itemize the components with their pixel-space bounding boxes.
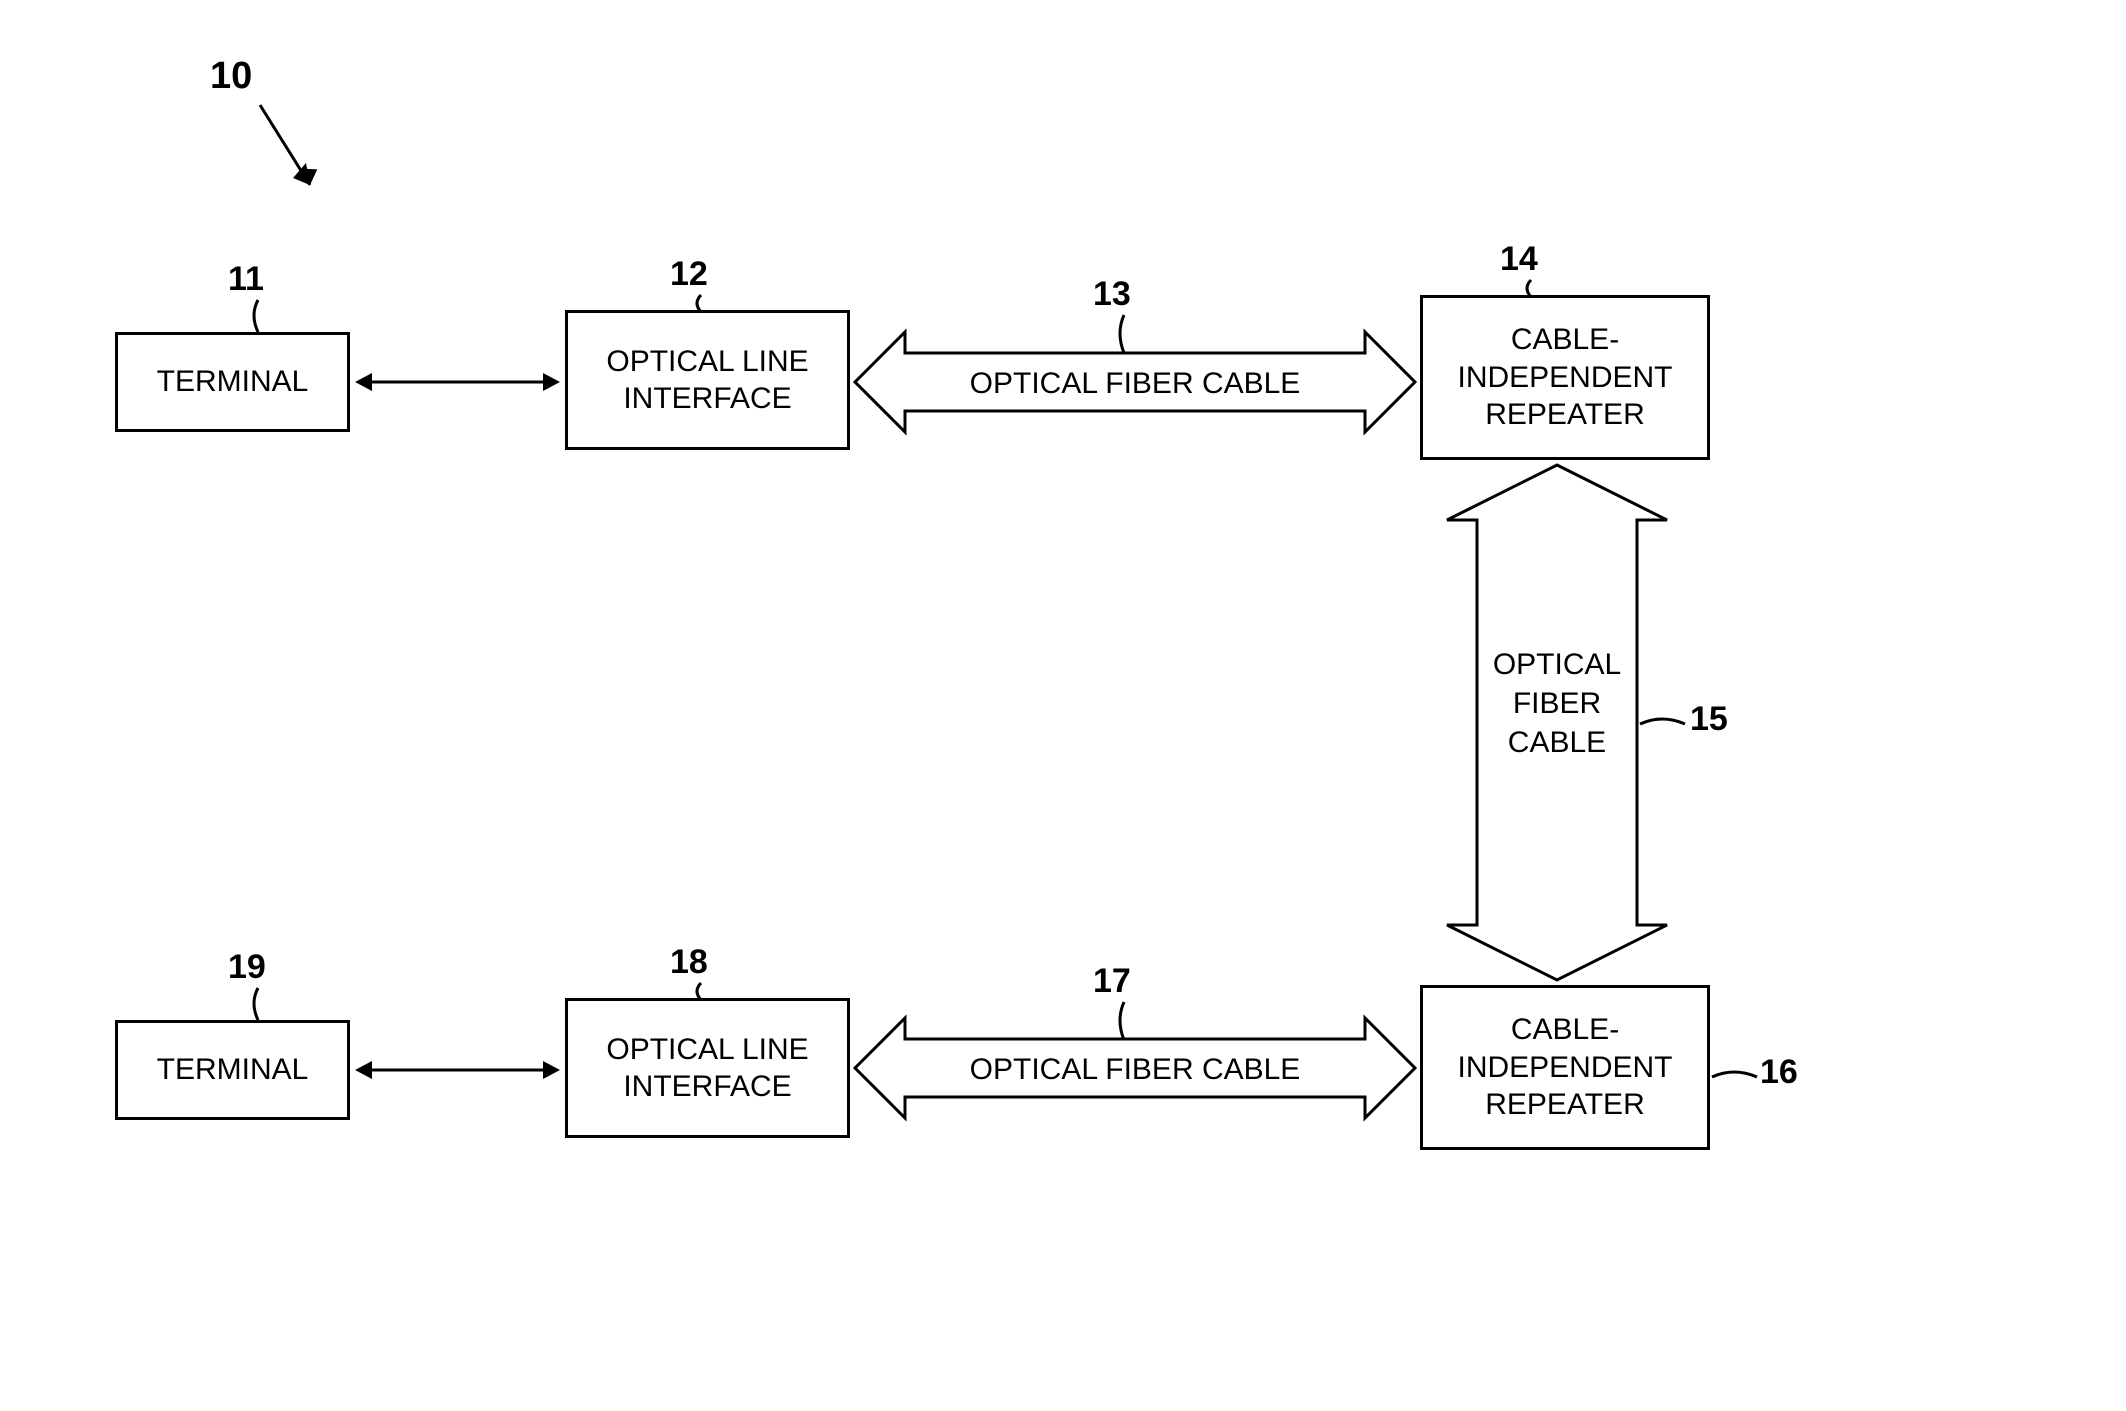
- terminal-top-text: TERMINAL: [157, 363, 309, 401]
- repeater-bot-box: CABLE- INDEPENDENT REPEATER: [1420, 985, 1710, 1150]
- label-16: 16: [1760, 1053, 1798, 1092]
- terminal-top-box: TERMINAL: [115, 332, 350, 432]
- oli-bot-box: OPTICAL LINE INTERFACE: [565, 998, 850, 1138]
- label-13: 13: [1093, 275, 1131, 314]
- block-arrow-top-text: OPTICAL FIBER CABLE: [970, 367, 1301, 400]
- label-17: 17: [1093, 962, 1131, 1001]
- repeater-top-text: CABLE- INDEPENDENT REPEATER: [1457, 321, 1672, 434]
- repeater-bot-text: CABLE- INDEPENDENT REPEATER: [1457, 1011, 1672, 1124]
- simple-arrow-top: [350, 362, 565, 402]
- leader-16: [1712, 1069, 1760, 1085]
- label-12: 12: [670, 255, 708, 294]
- repeater-top-box: CABLE- INDEPENDENT REPEATER: [1420, 295, 1710, 460]
- label-14: 14: [1500, 240, 1538, 279]
- figure-id-label: 10: [210, 55, 252, 98]
- terminal-bot-text: TERMINAL: [157, 1051, 309, 1089]
- block-arrow-top: OPTICAL FIBER CABLE: [850, 332, 1420, 432]
- label-11: 11: [228, 260, 264, 299]
- label-19: 19: [228, 948, 266, 987]
- leader-11: [250, 300, 270, 335]
- block-arrow-bot: OPTICAL FIBER CABLE: [850, 1018, 1420, 1118]
- oli-bot-text: OPTICAL LINE INTERFACE: [606, 1031, 808, 1106]
- block-arrow-vert-label: OPTICAL FIBER CABLE: [1477, 645, 1637, 762]
- simple-arrow-bot: [350, 1050, 565, 1090]
- terminal-bot-box: TERMINAL: [115, 1020, 350, 1120]
- label-15: 15: [1690, 700, 1728, 739]
- label-18: 18: [670, 943, 708, 982]
- oli-top-box: OPTICAL LINE INTERFACE: [565, 310, 850, 450]
- oli-top-text: OPTICAL LINE INTERFACE: [606, 343, 808, 418]
- leader-19: [250, 988, 270, 1023]
- figure-id-arrow: [255, 100, 335, 210]
- block-arrow-bot-text: OPTICAL FIBER CABLE: [970, 1053, 1301, 1086]
- leader-15: [1640, 716, 1688, 732]
